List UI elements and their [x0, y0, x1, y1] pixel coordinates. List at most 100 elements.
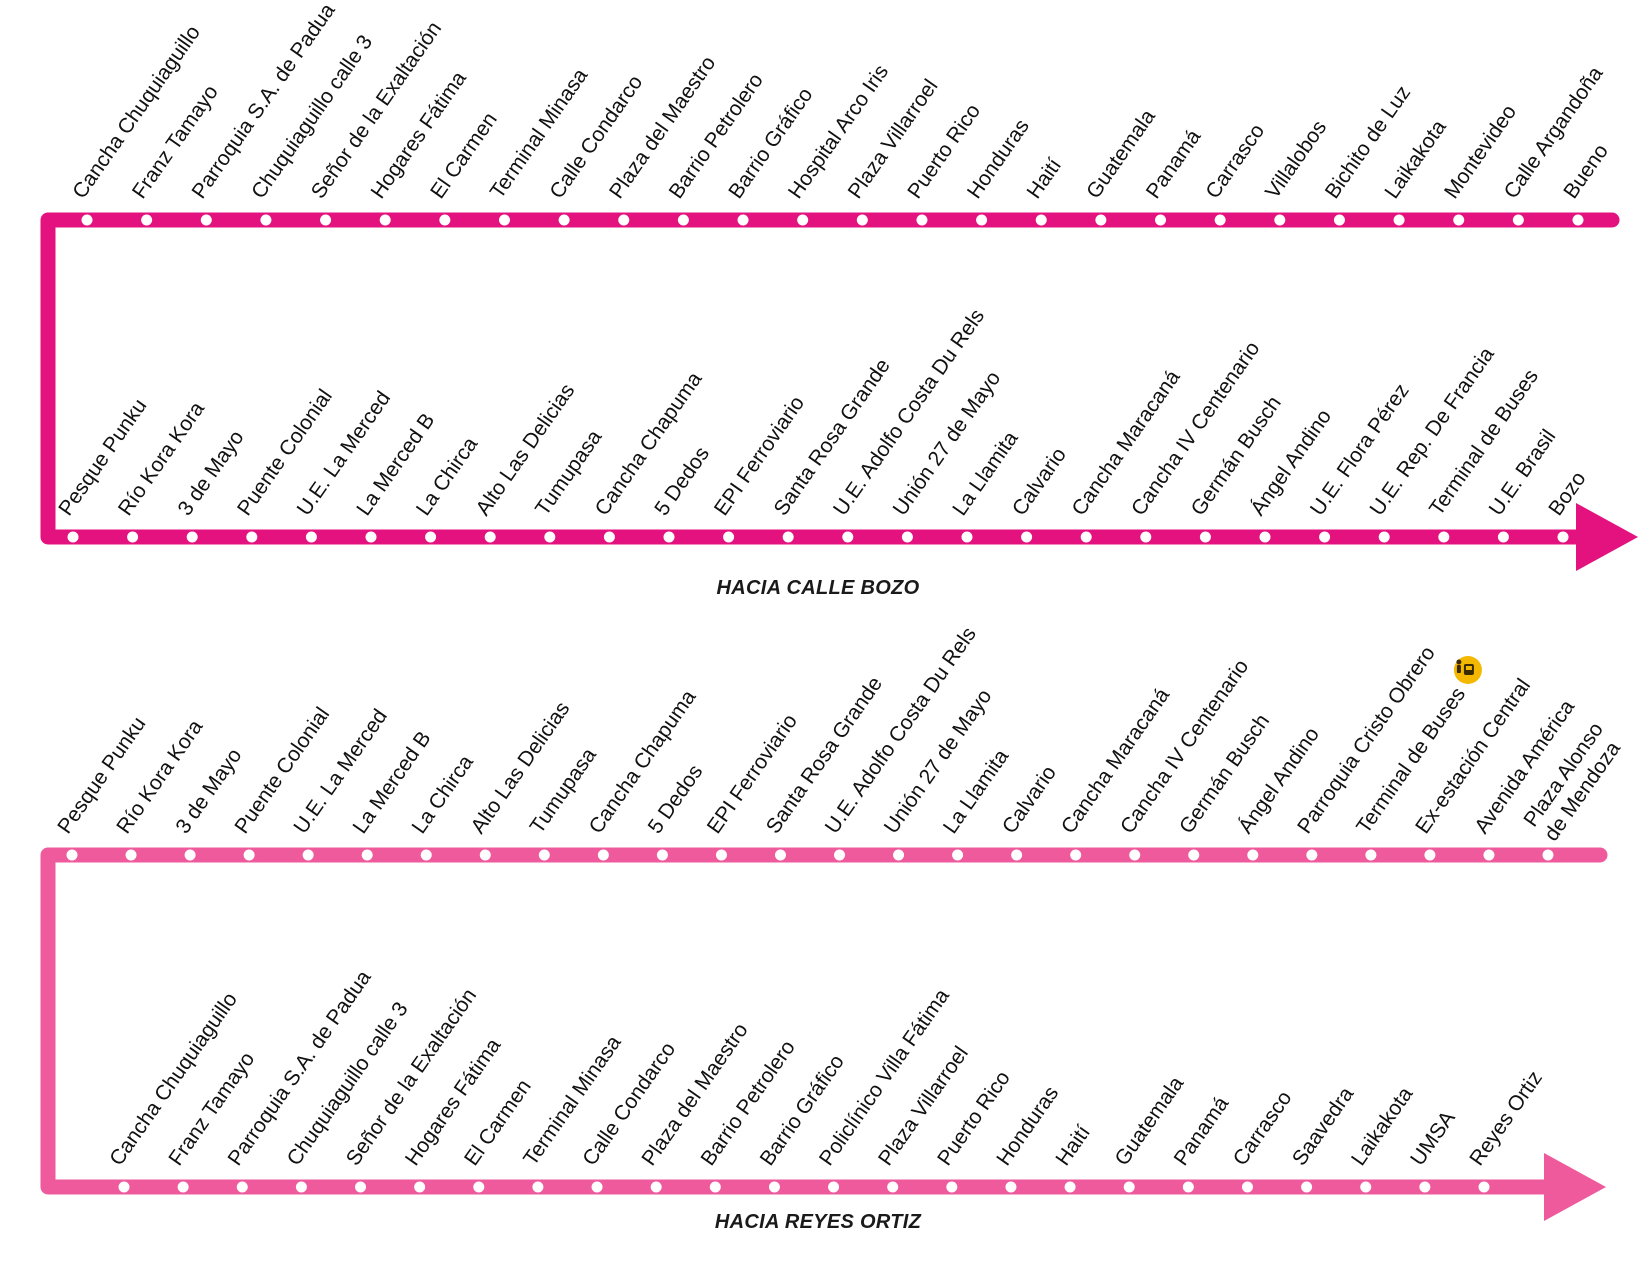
stop-marker — [595, 847, 611, 863]
stop-marker — [914, 212, 930, 228]
stop-r0-lower-calvario: Calvario — [1008, 444, 1071, 545]
direction-label-reyes-ortiz: HACIA REYES ORTIZ — [715, 1211, 922, 1233]
stop-marker — [477, 847, 493, 863]
stop-marker — [234, 1179, 250, 1195]
stop-marker — [1555, 529, 1571, 545]
stop-label: Carrasco — [1201, 120, 1269, 203]
stop-label: 5 Dedos — [650, 443, 714, 520]
stop-label: Panamá — [1170, 1092, 1234, 1170]
stop-marker — [1062, 1179, 1078, 1195]
stop-label: Santa Rosa Grande — [769, 355, 894, 520]
stop-marker — [1078, 529, 1094, 545]
stop-marker — [64, 847, 80, 863]
stop-r0-upper-laikakota: Laikakota — [1380, 116, 1451, 228]
stop-label: Cancha Maracaná — [1067, 366, 1184, 520]
stop-marker — [1510, 212, 1526, 228]
stop-marker — [353, 1179, 369, 1195]
stop-marker — [854, 212, 870, 228]
stop-marker — [1003, 1179, 1019, 1195]
stop-marker — [293, 1179, 309, 1195]
stop-marker — [707, 1179, 723, 1195]
stop-marker — [795, 212, 811, 228]
stop-label: Unión 27 de Mayo — [889, 367, 1006, 520]
stop-label: Ex-estación Central — [1411, 675, 1535, 838]
stop-label: Bueno — [1559, 140, 1613, 203]
stop-marker — [182, 847, 198, 863]
stop-marker — [1186, 847, 1202, 863]
stop-marker — [496, 212, 512, 228]
stop-marker — [1570, 212, 1586, 228]
stop-marker — [116, 1179, 132, 1195]
stop-marker — [1121, 1179, 1137, 1195]
stop-marker — [184, 529, 200, 545]
stop-label: Unión 27 de Mayo — [880, 685, 997, 838]
stop-marker — [1127, 847, 1143, 863]
stop-marker — [1180, 1179, 1196, 1195]
stop-label: Carrasco — [1229, 1087, 1297, 1170]
stop-r1-lower-laikakota: Laikakota — [1347, 1083, 1418, 1195]
stop-marker — [359, 847, 375, 863]
stop-marker — [1197, 529, 1213, 545]
stop-r0-upper-guatemala: Guatemala — [1082, 105, 1160, 228]
stop-marker — [79, 212, 95, 228]
stop-marker — [675, 212, 691, 228]
stop-marker — [1212, 212, 1228, 228]
route-line — [40, 212, 1620, 545]
stop-marker — [412, 1179, 428, 1195]
stop-marker — [1239, 1179, 1255, 1195]
stop-marker — [1299, 1179, 1315, 1195]
stop-marker — [1540, 847, 1556, 863]
stop-marker — [1068, 847, 1084, 863]
stop-marker — [300, 847, 316, 863]
stop-marker — [891, 847, 907, 863]
stop-r0-upper-bichito-de-luz: Bichito de Luz — [1321, 82, 1415, 228]
stop-marker — [1093, 212, 1109, 228]
stop-marker — [542, 529, 558, 545]
stop-label: Cancha Chapuma — [591, 368, 707, 520]
stop-marker — [589, 1179, 605, 1195]
stop-marker — [318, 212, 334, 228]
stop-marker — [950, 847, 966, 863]
direction-label-calle-bozo: HACIA CALLE BOZO — [717, 577, 920, 599]
stop-marker — [1422, 847, 1438, 863]
stop-marker — [418, 847, 434, 863]
stop-r1-upper-calvario: Calvario — [998, 762, 1061, 863]
bus-transfer-icon — [1453, 656, 1482, 684]
stop-label: Plaza del Maestro — [605, 52, 720, 203]
direction-arrow-icon — [1576, 503, 1638, 571]
stop-label: Panamá — [1142, 125, 1206, 203]
stop-marker — [944, 1179, 960, 1195]
stop-label: Reyes Ortiz — [1465, 1067, 1547, 1170]
stop-marker — [780, 529, 796, 545]
stop-label: Calvario — [1008, 444, 1071, 520]
direction-arrow-icon — [1544, 1153, 1606, 1221]
stop-marker — [1245, 847, 1261, 863]
stop-marker — [735, 212, 751, 228]
stop-marker — [198, 212, 214, 228]
stop-r1-lower-carrasco: Carrasco — [1229, 1087, 1297, 1195]
stop-marker — [832, 847, 848, 863]
stop-marker — [1363, 847, 1379, 863]
stop-marker — [123, 847, 139, 863]
stop-marker — [899, 529, 915, 545]
stop-r0-lower-la-chirca: La Chirca — [412, 433, 482, 545]
stop-marker — [840, 529, 856, 545]
stop-marker — [766, 1179, 782, 1195]
stop-r0-upper-panama: Panamá — [1142, 125, 1206, 228]
stop-r1-lower-saavedra: Saavedra — [1288, 1083, 1358, 1195]
stop-label: Cancha Maracaná — [1057, 684, 1174, 838]
stop-r1-lower-honduras: Honduras — [992, 1082, 1063, 1195]
stop-r0-upper-montevideo: Montevideo — [1440, 101, 1521, 228]
stop-marker — [772, 847, 788, 863]
stop-marker — [1358, 1179, 1374, 1195]
stop-r0-upper-villalobos: Villalobos — [1261, 116, 1331, 228]
stop-r0-lower-5-dedos: 5 Dedos — [650, 443, 714, 545]
stop-marker — [1009, 847, 1025, 863]
stop-r0-lower-epi-ferroviario: EPI Ferroviario — [710, 392, 809, 545]
stop-marker — [721, 529, 737, 545]
stop-marker — [258, 212, 274, 228]
stop-r1-upper-5-dedos: 5 Dedos — [644, 761, 707, 863]
stop-marker — [437, 212, 453, 228]
stop-marker — [1019, 529, 1035, 545]
